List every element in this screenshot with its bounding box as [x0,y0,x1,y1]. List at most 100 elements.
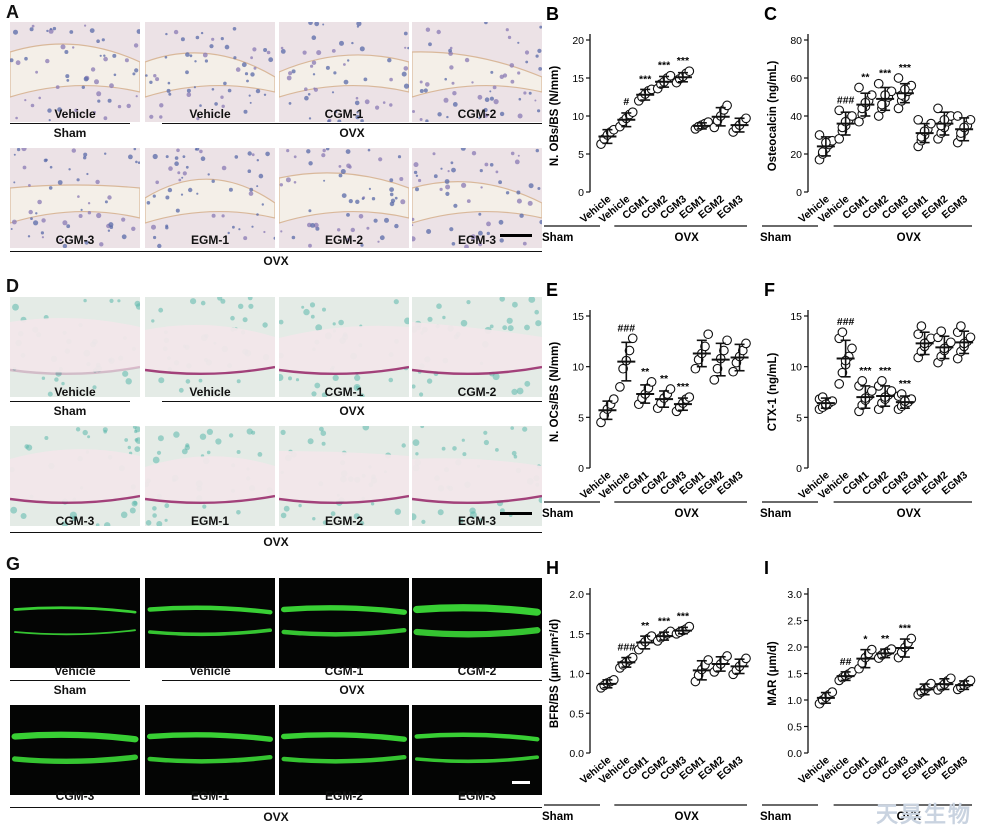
significance-label: ** [641,620,650,632]
panel-letter: I [764,558,769,578]
sham-group-label: Sham [760,508,791,520]
data-point [684,66,695,77]
ovx-group-label: OVX [897,508,922,520]
scale-bar [512,781,530,784]
ovx-underline [162,680,542,681]
y-tick-label: 10 [790,362,802,374]
data-point [857,376,868,386]
data-point [847,343,857,354]
y-tick-label: 0.0 [787,748,802,760]
ovx-group-label: OVX [675,508,700,520]
significance-label: ### [837,316,855,328]
data-point [703,329,714,340]
micrograph-tile [10,22,140,122]
y-tick-label: 1.5 [569,629,584,641]
ovx-group-label: OVX [897,811,922,823]
y-tick-label: 40 [790,111,802,123]
y-axis-label: Osteocalcin (ng/mL) [767,61,779,172]
data-point [834,105,845,116]
micrograph-tile [279,705,409,795]
data-point [936,326,947,337]
y-tick-label: 0 [796,463,802,475]
ovx-group-label: OVX [339,683,365,697]
y-tick-label: 2.0 [787,642,802,654]
y-axis-label: N. OBs/BS (N/mm) [549,66,561,166]
ovx-underline [162,401,542,402]
ovx-underline [10,532,542,533]
micrograph-label: EGM-2 [324,514,363,528]
micrograph-tile [145,22,275,122]
data-point [627,333,638,344]
ovx-group-label: OVX [339,404,365,418]
data-point [866,386,877,396]
y-tick-label: 0.5 [787,722,802,734]
data-point [741,338,751,349]
data-point [684,392,695,402]
chart-h: H 0.0 0.5 1.0 1.5 2.0 BFR/BS (μm³/μm²/d) Vehicl… [540,554,755,829]
panel-letter: C [764,4,777,24]
sham-group-label: Sham [542,508,573,520]
y-tick-label: 5 [796,412,802,424]
data-point [722,335,732,346]
data-point [665,384,676,394]
y-tick-label: 15 [572,73,584,85]
significance-label: *** [677,381,690,393]
micrograph-tile [279,578,409,668]
data-point [624,345,635,356]
significance-label: *** [639,73,652,85]
significance-label: *** [879,68,892,80]
significance-label: *** [899,378,912,390]
data-point [893,73,904,83]
sham-group-label: Sham [53,126,87,140]
micrograph-tile [10,148,140,248]
data-point [877,99,887,110]
micrograph-label: EGM-3 [457,233,496,247]
micrograph-label: EGM-3 [457,514,496,528]
sham-group-label: Sham [760,811,791,823]
panel-letter: H [546,558,559,578]
significance-label: *** [899,62,912,74]
y-tick-label: 20 [790,149,802,161]
data-point [690,363,701,374]
ovx-group-label: OVX [263,810,289,824]
significance-label: ** [660,373,669,385]
micrograph-label: Vehicle [54,385,96,399]
micrograph-tile [10,578,140,668]
data-point [719,345,729,356]
y-tick-label: 2.5 [787,616,802,628]
micrograph-tile [279,22,409,122]
y-axis-label: N. OCs/BS (N/mm) [549,342,561,442]
chart-i: I 0.0 0.5 1.0 1.5 2.0 2.5 3.0 MAR (μm/d) Vehicle #… [758,554,980,829]
watermark-logo: 天昊生物 [875,802,972,827]
micrograph-label: Vehicle [54,107,96,121]
micrograph-label: EGM-3 [457,789,496,803]
ovx-group-label: OVX [675,232,700,244]
data-point [913,114,924,125]
significance-label: ## [840,656,852,668]
micrograph-label: CGM-3 [55,514,95,528]
data-point [847,111,857,121]
y-axis-label: MAR (μm/d) [767,641,779,706]
micrograph-label: EGM-1 [190,514,229,528]
chart-c: C 0 20 40 60 80 Osteocalcin (ng/mL) Vehicle ### V… [758,0,980,250]
data-point [965,114,976,125]
y-tick-label: 15 [790,311,802,323]
significance-label: ** [641,366,650,378]
micrograph-tile [412,22,542,122]
data-point [866,90,877,100]
micrograph-tile [412,297,542,397]
micrograph-label: CGM-1 [324,664,364,678]
sham-group-label: Sham [53,683,87,697]
significance-label: *** [677,611,690,623]
micrograph-tile [10,426,140,526]
micrograph-tile [279,148,409,248]
y-tick-label: 0.5 [569,708,584,720]
micrograph-tile [412,426,542,526]
scale-bar [500,234,532,237]
data-point [646,377,657,387]
y-tick-label: 5 [578,149,584,161]
chart-f: F 0 5 10 15 CTX-1 (ng/mL) Vehicle ### Vehicle ***… [758,276,980,526]
data-point [728,366,739,377]
